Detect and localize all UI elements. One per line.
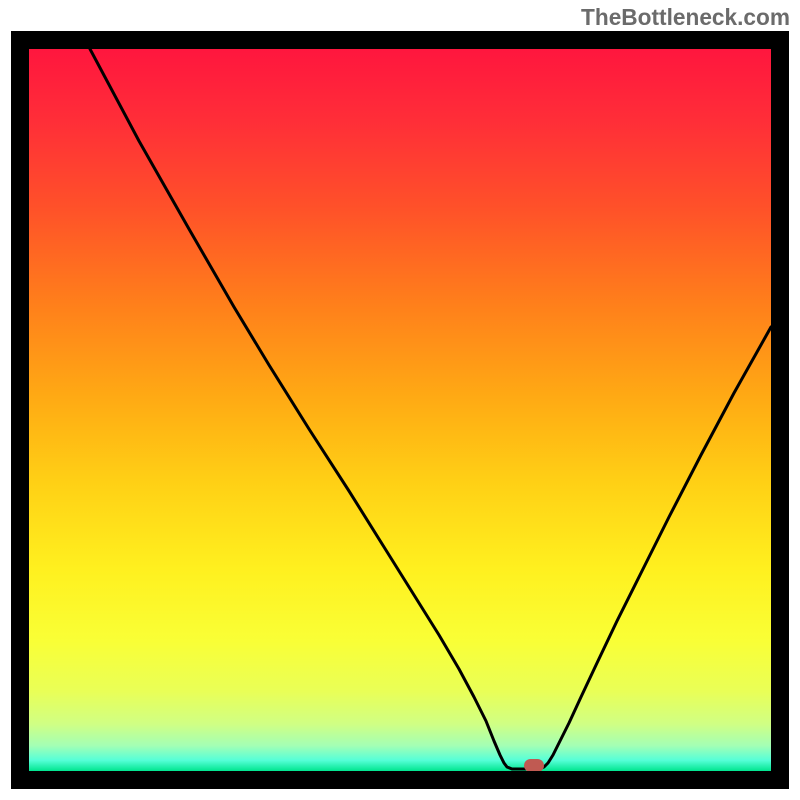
bottleneck-curve bbox=[29, 49, 771, 771]
optimal-point-marker bbox=[524, 759, 544, 772]
plot-area bbox=[29, 49, 771, 771]
watermark-text: TheBottleneck.com bbox=[581, 4, 790, 31]
curve-path bbox=[90, 49, 771, 769]
